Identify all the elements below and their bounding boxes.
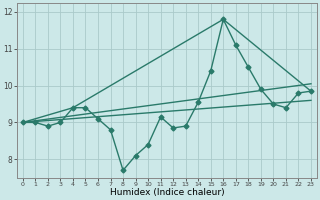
X-axis label: Humidex (Indice chaleur): Humidex (Indice chaleur) — [109, 188, 224, 197]
